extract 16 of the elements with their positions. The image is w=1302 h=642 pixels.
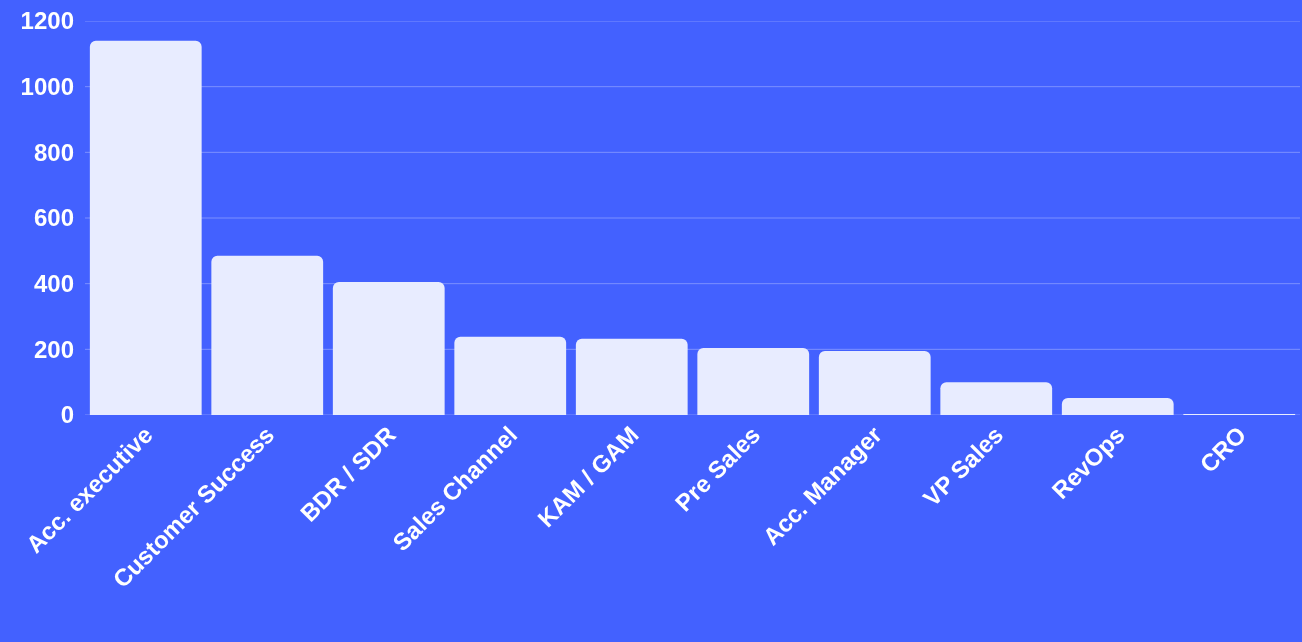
y-tick-label: 1000: [20, 73, 74, 101]
bar: [697, 348, 810, 415]
y-tick-label: 0: [60, 401, 74, 429]
bar: [89, 40, 202, 415]
bar: [332, 282, 445, 415]
y-tick-label: 1200: [20, 7, 74, 35]
bar: [818, 350, 931, 415]
y-tick-label: 600: [33, 204, 74, 232]
y-tick-label: 400: [33, 270, 74, 298]
bar: [940, 382, 1053, 415]
y-tick-label: 200: [33, 335, 74, 363]
bar: [1061, 397, 1174, 415]
bar: [454, 336, 567, 415]
bar: [211, 255, 324, 415]
y-tick-label: 800: [33, 138, 74, 166]
bar: [575, 338, 688, 415]
